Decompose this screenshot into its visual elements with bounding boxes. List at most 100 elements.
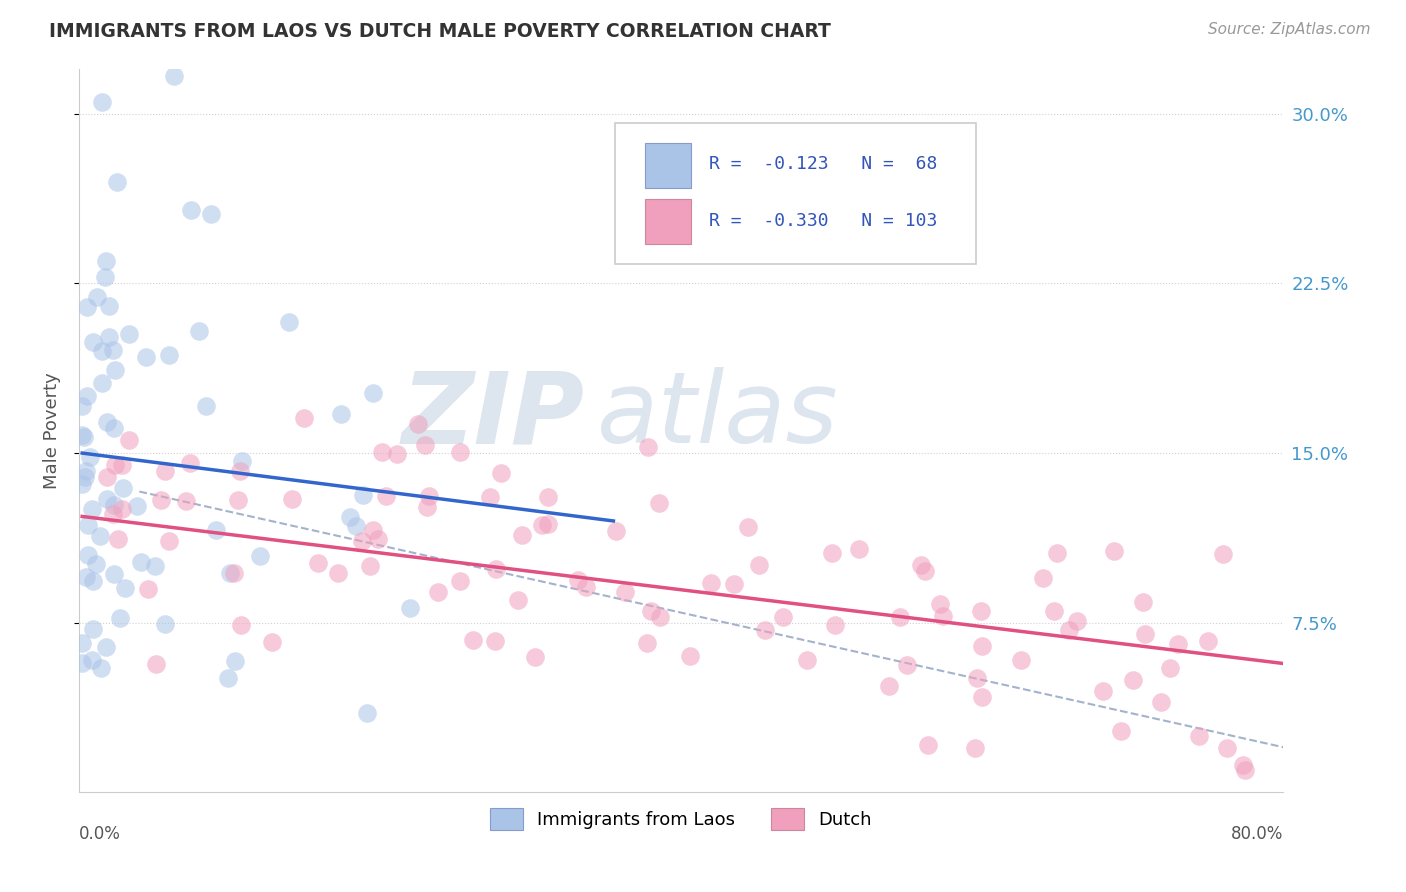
Point bbox=[1102, 543, 1125, 558]
Point bbox=[363, 385, 385, 400]
Y-axis label: Male Poverty: Male Poverty bbox=[44, 372, 60, 489]
Point bbox=[82, 622, 104, 636]
Point bbox=[136, 582, 159, 596]
Point bbox=[385, 447, 408, 461]
Point bbox=[449, 574, 471, 588]
Point bbox=[796, 653, 818, 667]
Point bbox=[292, 410, 315, 425]
Point bbox=[82, 574, 104, 588]
Point bbox=[98, 299, 121, 313]
Point bbox=[449, 445, 471, 459]
Point bbox=[723, 577, 745, 591]
Text: ZIP: ZIP bbox=[402, 368, 585, 465]
Point bbox=[461, 632, 484, 647]
Point bbox=[479, 490, 502, 504]
Point bbox=[1032, 571, 1054, 585]
Point bbox=[86, 290, 108, 304]
Point bbox=[636, 636, 658, 650]
Point bbox=[356, 706, 378, 721]
Point bbox=[90, 95, 112, 110]
Point bbox=[195, 399, 218, 413]
Point bbox=[143, 559, 166, 574]
Point bbox=[418, 489, 440, 503]
Point bbox=[86, 558, 108, 572]
Point bbox=[370, 445, 392, 459]
Point bbox=[574, 580, 596, 594]
Point bbox=[963, 741, 986, 756]
Point bbox=[896, 658, 918, 673]
Point bbox=[970, 604, 993, 618]
Point bbox=[262, 634, 284, 648]
Point bbox=[508, 593, 530, 607]
Point bbox=[82, 334, 104, 349]
Point bbox=[111, 458, 134, 473]
Point bbox=[307, 556, 329, 570]
Point bbox=[105, 175, 128, 189]
Point bbox=[153, 616, 176, 631]
Point bbox=[1216, 741, 1239, 756]
Point bbox=[135, 350, 157, 364]
Text: R =  -0.330   N = 103: R = -0.330 N = 103 bbox=[709, 211, 938, 229]
Point bbox=[107, 532, 129, 546]
Point bbox=[222, 566, 245, 580]
Point bbox=[90, 661, 112, 675]
Point bbox=[524, 650, 547, 665]
Point bbox=[224, 654, 246, 668]
Point bbox=[1133, 626, 1156, 640]
Point bbox=[330, 407, 353, 421]
Point bbox=[90, 344, 112, 359]
Point bbox=[79, 450, 101, 464]
Point bbox=[94, 270, 117, 285]
Point bbox=[231, 454, 253, 468]
Point bbox=[406, 417, 429, 431]
Point bbox=[114, 581, 136, 595]
Point bbox=[1234, 763, 1257, 777]
Point bbox=[163, 70, 186, 84]
FancyBboxPatch shape bbox=[614, 123, 976, 264]
Point bbox=[679, 648, 702, 663]
Point bbox=[1132, 595, 1154, 609]
Point bbox=[772, 609, 794, 624]
Point bbox=[910, 558, 932, 573]
Point bbox=[326, 566, 349, 581]
Point bbox=[510, 528, 533, 542]
Point bbox=[1197, 634, 1219, 648]
Point bbox=[75, 464, 97, 478]
Point bbox=[415, 438, 437, 452]
Point bbox=[89, 529, 111, 543]
Point bbox=[848, 542, 870, 557]
Point bbox=[613, 585, 636, 599]
Point bbox=[737, 519, 759, 533]
Point bbox=[96, 640, 118, 654]
Point bbox=[928, 597, 950, 611]
Bar bbox=[645, 143, 690, 188]
Point bbox=[966, 671, 988, 685]
Point bbox=[359, 559, 381, 574]
Point bbox=[281, 491, 304, 506]
Point bbox=[637, 440, 659, 454]
Point bbox=[70, 477, 93, 491]
Point bbox=[70, 656, 93, 670]
Point bbox=[103, 507, 125, 521]
Point bbox=[648, 495, 671, 509]
Point bbox=[97, 330, 120, 344]
Point bbox=[77, 549, 100, 563]
Point bbox=[217, 671, 239, 685]
Point bbox=[180, 202, 202, 217]
Point bbox=[1167, 637, 1189, 651]
Point bbox=[972, 639, 994, 653]
Point bbox=[249, 549, 271, 563]
Point bbox=[103, 566, 125, 581]
Point bbox=[70, 635, 93, 649]
Point bbox=[96, 470, 118, 484]
Point bbox=[1188, 729, 1211, 743]
Point bbox=[73, 430, 96, 444]
Point bbox=[231, 618, 253, 632]
Point bbox=[1212, 547, 1234, 561]
Point bbox=[91, 376, 114, 391]
Point bbox=[352, 534, 374, 549]
Point bbox=[159, 348, 181, 362]
Text: Source: ZipAtlas.com: Source: ZipAtlas.com bbox=[1208, 22, 1371, 37]
Point bbox=[970, 690, 993, 705]
Point bbox=[1046, 546, 1069, 560]
